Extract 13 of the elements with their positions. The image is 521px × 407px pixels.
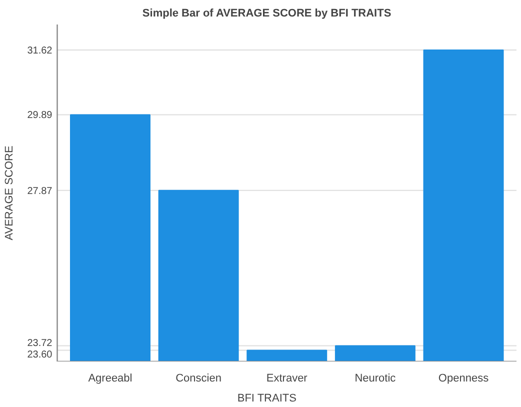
y-tick-label: 23.60 xyxy=(27,349,53,360)
y-tick-label: 29.89 xyxy=(27,110,53,122)
x-tick-label: Openness xyxy=(438,372,490,384)
x-tick-label: Extraver xyxy=(266,372,308,384)
x-tick-label: Neurotic xyxy=(354,372,396,384)
y-tick-label: 23.72 xyxy=(27,338,53,349)
x-tick-label: Conscien xyxy=(176,372,222,384)
y-tick-label: 31.62 xyxy=(27,45,53,56)
y-axis-title: AVERAGE SCORE xyxy=(4,146,16,240)
x-tick-label: Agreeabl xyxy=(88,372,132,384)
x-axis-title: BFI TRAITS xyxy=(237,392,296,404)
y-tick-label: 27.87 xyxy=(27,186,53,197)
chart-title: Simple Bar of AVERAGE SCORE by BFI TRAITS xyxy=(142,8,392,20)
